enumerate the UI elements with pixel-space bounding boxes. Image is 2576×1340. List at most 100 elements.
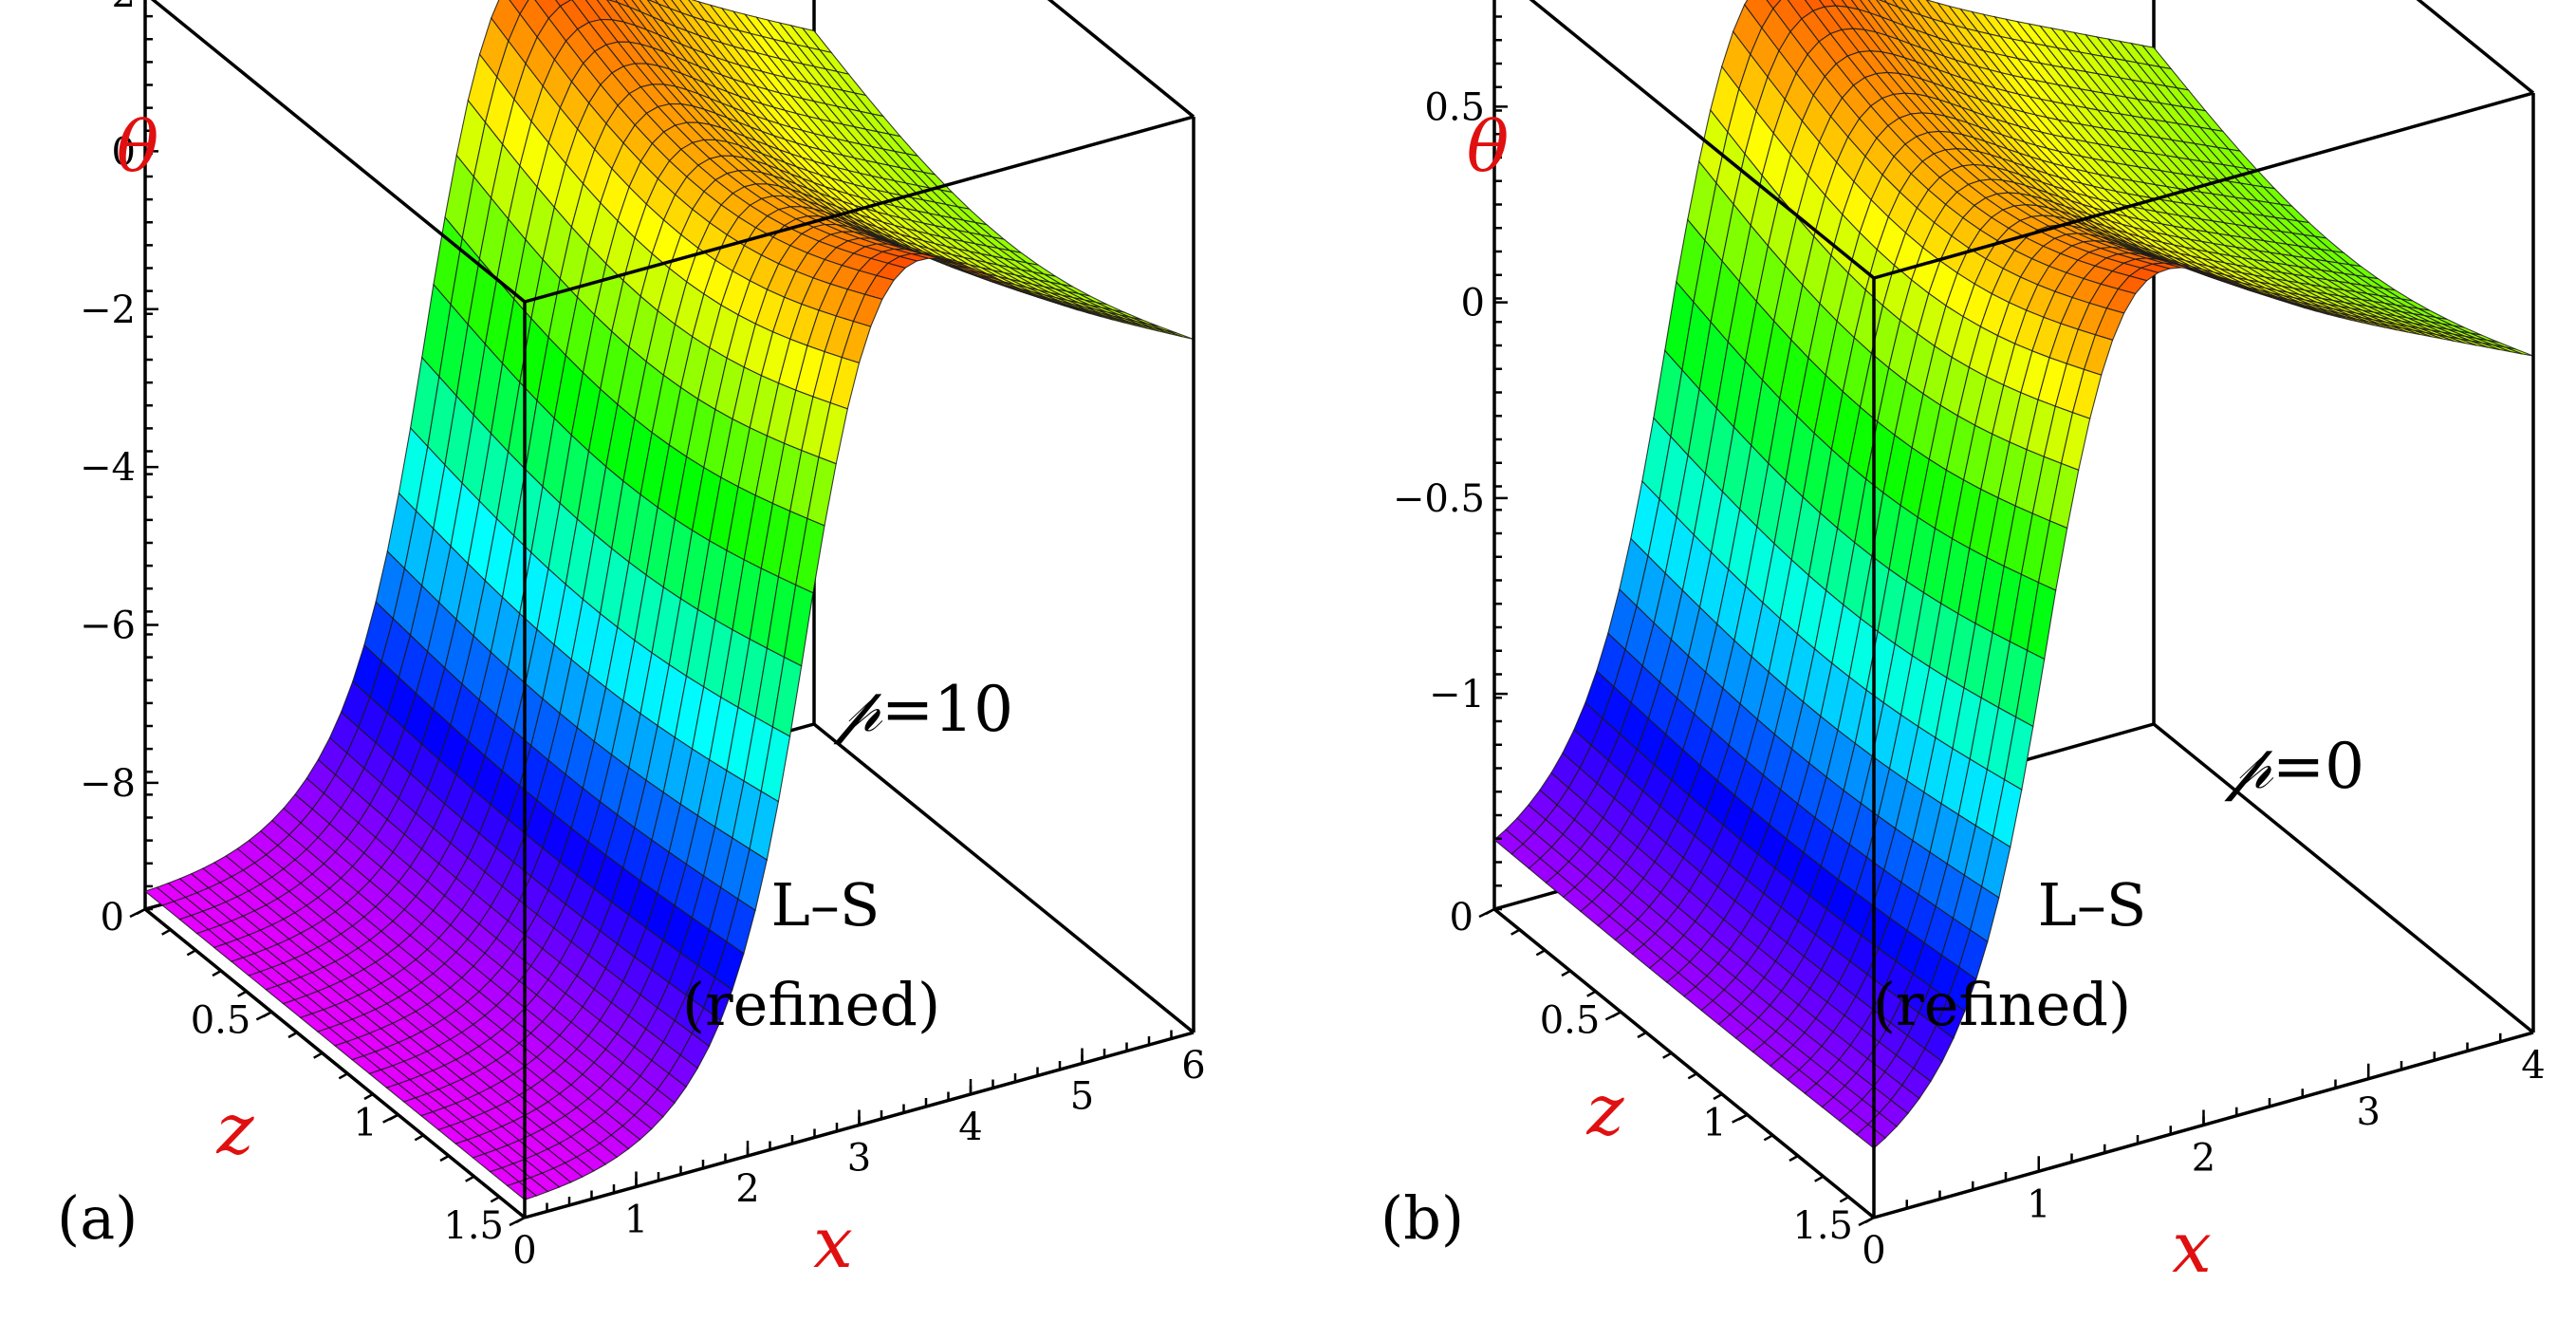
x-tick-label: 4 bbox=[2521, 1044, 2545, 1088]
z-minor-tick bbox=[1662, 1052, 1673, 1059]
x-axis: 0 1 2 3 4 5 6 bbox=[512, 1017, 1206, 1273]
z-minor-tick bbox=[1788, 1154, 1799, 1163]
z-minor-tick bbox=[1535, 949, 1546, 957]
theta-tick-label: 0.5 bbox=[1424, 85, 1485, 129]
z-minor-tick bbox=[136, 907, 146, 916]
z-minor-tick bbox=[439, 1154, 450, 1163]
x-tick-label: 6 bbox=[1181, 1044, 1205, 1088]
z-tick-label: 1.5 bbox=[1792, 1204, 1853, 1248]
z-tick-label: 0 bbox=[101, 896, 124, 940]
box-front-edge-6 bbox=[143, 907, 527, 1219]
parameter-value: =0 bbox=[2272, 730, 2364, 803]
z-minor-tick bbox=[490, 1196, 500, 1203]
z-minor-tick bbox=[1611, 1011, 1622, 1018]
z-minor-tick bbox=[237, 990, 248, 997]
x-tick-label: 3 bbox=[847, 1137, 871, 1181]
z-minor-tick bbox=[1763, 1134, 1773, 1142]
theta-tick-label: −1 bbox=[1429, 673, 1485, 717]
z-minor-tick bbox=[1485, 907, 1495, 916]
z-minor-tick bbox=[1561, 969, 1571, 977]
x-tick-label: 5 bbox=[1070, 1075, 1094, 1119]
theta-tick-label: 0 bbox=[1461, 282, 1485, 326]
box-front-edge-5 bbox=[1047, 0, 1195, 119]
method-annotation: L–S bbox=[2038, 870, 2147, 940]
z-axis-label: z bbox=[216, 1089, 255, 1170]
theta-tick-label: 0 bbox=[112, 130, 136, 174]
x-tick-label: 0 bbox=[512, 1229, 536, 1273]
theta-axis: 0.5 0 −0.5 −1 bbox=[1393, 15, 1508, 911]
parameter-annotation: 𝓅=0 bbox=[2224, 730, 2364, 803]
x-axis-label: x bbox=[2172, 1207, 2212, 1289]
z-minor-tick bbox=[1839, 1196, 1849, 1203]
z-minor-tick bbox=[515, 1216, 526, 1224]
z-minor-tick bbox=[414, 1134, 424, 1142]
x-tick-label: 0 bbox=[1862, 1229, 1885, 1273]
box-front-edge-4 bbox=[1529, 0, 1876, 280]
x-tick-label: 4 bbox=[958, 1106, 982, 1149]
z-minor-tick bbox=[1864, 1216, 1875, 1224]
theta-tick-label: −4 bbox=[80, 446, 136, 490]
box-front-edge-7 bbox=[2152, 722, 2535, 1034]
z-minor-tick bbox=[1738, 1113, 1749, 1121]
z-tick-label: 1 bbox=[353, 1102, 377, 1145]
x-axis-label: x bbox=[813, 1202, 853, 1284]
theta-tick-label: −2 bbox=[80, 288, 136, 332]
x-tick-label: 2 bbox=[735, 1167, 759, 1211]
box-front-edge-7 bbox=[812, 722, 1195, 1034]
theta-tick-label: 2 bbox=[112, 0, 136, 16]
z-minor-tick bbox=[1637, 1031, 1647, 1039]
parameter-symbol: 𝓅 bbox=[833, 673, 883, 746]
box-front-edge-3 bbox=[524, 115, 1195, 304]
z-minor-tick bbox=[287, 1031, 298, 1039]
panel-label: (b) bbox=[1381, 1183, 1464, 1253]
surface-mesh bbox=[143, 0, 1195, 1200]
z-tick-label: 0 bbox=[1450, 896, 1473, 940]
z-minor-tick bbox=[313, 1052, 324, 1059]
z-minor-tick bbox=[1814, 1175, 1825, 1182]
method-annotation: L–S bbox=[771, 870, 880, 940]
theta-tick-label: −6 bbox=[80, 605, 136, 648]
surface-mesh bbox=[1493, 0, 2534, 1149]
z-axis-label: z bbox=[1586, 1070, 1625, 1151]
method-detail-annotation: (refined) bbox=[682, 970, 940, 1039]
z-minor-tick bbox=[1510, 928, 1521, 936]
parameter-value: =10 bbox=[881, 673, 1013, 746]
theta-tick-label: −8 bbox=[80, 762, 136, 806]
box-front-edge-4 bbox=[150, 0, 527, 304]
z-tick-label: 0.5 bbox=[1540, 998, 1601, 1042]
panel-b-surface-plot: 0.50−0.5−100.511.501234θzx(b)L–S(refined… bbox=[1381, 0, 2546, 1289]
method-detail-annotation: (refined) bbox=[1873, 970, 2131, 1039]
box-front-edge-6 bbox=[1492, 907, 1876, 1219]
z-minor-tick bbox=[1713, 1092, 1723, 1101]
x-tick-label: 1 bbox=[624, 1199, 648, 1242]
z-tick-label: 0.5 bbox=[191, 998, 251, 1042]
box-front-edge-3 bbox=[1873, 91, 2534, 280]
z-minor-tick bbox=[363, 1092, 374, 1101]
z-axis: 0 0.5 1 1.5 bbox=[1450, 896, 1875, 1248]
panel-a-surface-plot: 20−2−4−6−800.511.50123456θzx(a)L–S(refin… bbox=[57, 0, 1206, 1284]
parameter-symbol: 𝓅 bbox=[2224, 730, 2274, 803]
z-minor-tick bbox=[389, 1113, 399, 1121]
z-minor-tick bbox=[338, 1072, 348, 1080]
z-minor-tick bbox=[161, 928, 172, 936]
theta-axis-label: θ bbox=[1467, 106, 1510, 188]
z-minor-tick bbox=[262, 1011, 272, 1018]
box-front-edge-5 bbox=[2416, 0, 2535, 95]
z-minor-tick bbox=[212, 969, 222, 977]
z-tick-label: 1 bbox=[1702, 1102, 1726, 1145]
parameter-annotation: 𝓅=10 bbox=[833, 673, 1013, 746]
surface-patch bbox=[506, 1181, 538, 1200]
z-tick-label: 1.5 bbox=[443, 1204, 504, 1248]
surface-patch bbox=[1855, 1124, 1886, 1149]
z-axis: 0 0.5 1 1.5 bbox=[101, 896, 526, 1248]
theta-tick-label: −0.5 bbox=[1393, 477, 1485, 521]
z-minor-tick bbox=[465, 1175, 475, 1182]
z-minor-tick bbox=[1586, 990, 1597, 997]
x-tick-label: 2 bbox=[2192, 1137, 2215, 1181]
z-minor-tick bbox=[1687, 1072, 1697, 1080]
theta-axis-label: θ bbox=[117, 106, 159, 188]
theta-axis: 2 0 −2 −4 −6 −8 bbox=[80, 0, 158, 911]
x-axis: 0 1 2 3 4 bbox=[1862, 1017, 2546, 1273]
x-tick-label: 1 bbox=[2027, 1182, 2050, 1226]
